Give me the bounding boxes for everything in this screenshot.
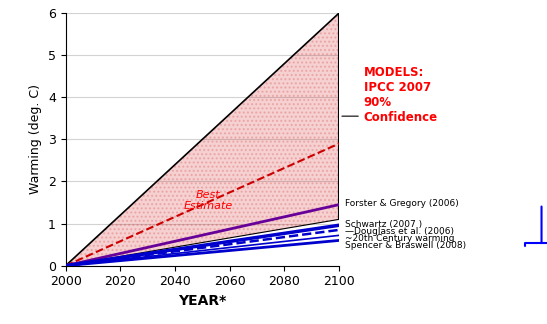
Text: ~20th Century warming: ~20th Century warming xyxy=(345,234,454,243)
X-axis label: YEAR*: YEAR* xyxy=(178,294,226,308)
Y-axis label: Warming (deg. C): Warming (deg. C) xyxy=(30,84,42,194)
Text: —Douglass et al. (2006): —Douglass et al. (2006) xyxy=(345,227,453,236)
Text: Forster & Gregory (2006): Forster & Gregory (2006) xyxy=(345,199,458,208)
Text: Spencer & Braswell (2008): Spencer & Braswell (2008) xyxy=(345,241,465,250)
Text: MODELS:
IPCC 2007
90%
Confidence: MODELS: IPCC 2007 90% Confidence xyxy=(364,66,438,124)
Text: Best
Estimate: Best Estimate xyxy=(183,190,232,211)
Text: Schwartz (2007 ): Schwartz (2007 ) xyxy=(345,220,422,229)
